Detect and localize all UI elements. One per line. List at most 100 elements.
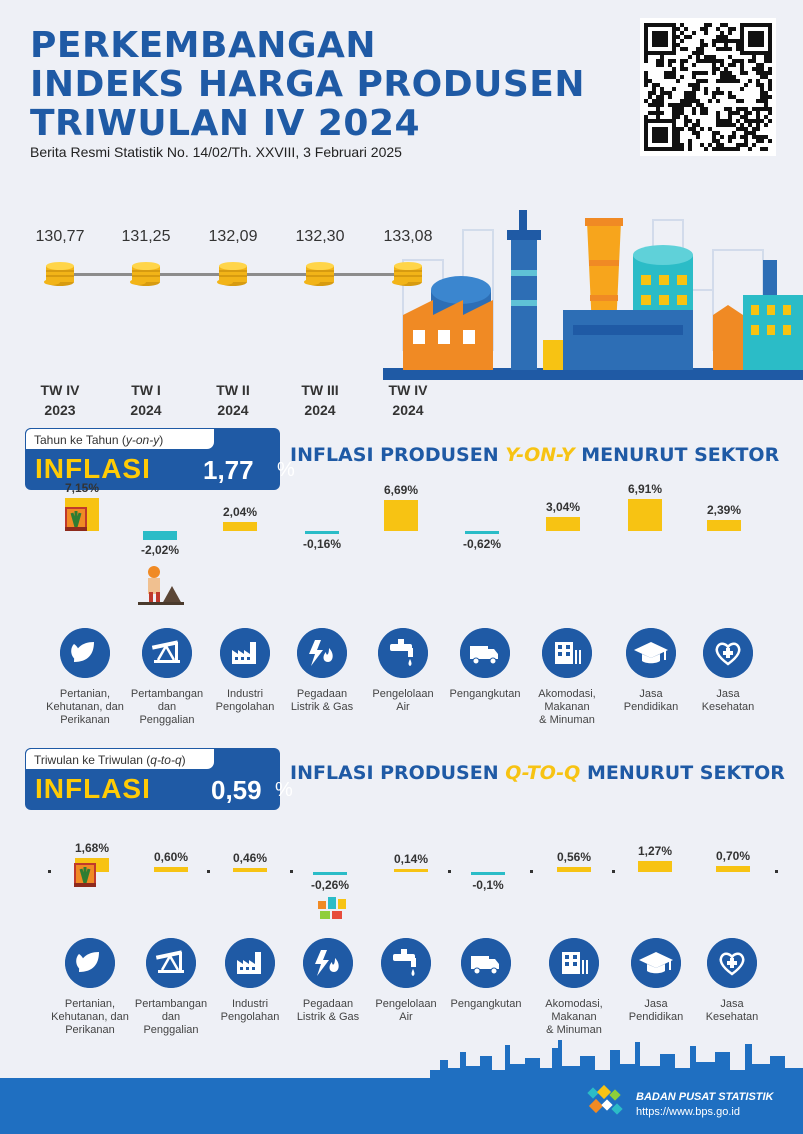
- yoy-sector-value: 6,91%: [627, 482, 663, 497]
- bps-url-link[interactable]: https://www.bps.go.id: [636, 1106, 740, 1118]
- ihp-value: 132,30: [295, 228, 345, 245]
- period-year: 2024: [130, 402, 162, 418]
- yoy-sector-name: Akomodasi, Makanan & Minuman: [522, 688, 612, 727]
- qtq-sector-value: 0,14%: [393, 852, 429, 866]
- sector-name-line: Industri: [226, 688, 264, 700]
- yoy-sector-value: -0,62%: [462, 537, 502, 551]
- yoy-sector-name: Pertanian, Kehutanan, dan Perikanan: [40, 688, 130, 727]
- sector-name-line: Listrik & Gas: [296, 1011, 360, 1023]
- separator-dot: [290, 870, 293, 873]
- coin-stack-icon: [130, 262, 160, 286]
- leaf-icon: [60, 628, 110, 678]
- hotel-icon: [549, 938, 599, 988]
- period-label: TW I 2024: [106, 380, 186, 420]
- qtq-sector-bar: [716, 866, 750, 872]
- qtq-sector-name: Industri Pengolahan: [205, 998, 295, 1024]
- qtq-sector-name: Pengangkutan: [441, 998, 531, 1011]
- sector-name-line: dan: [161, 1011, 181, 1023]
- qtq-sector-value: -0,26%: [310, 878, 350, 892]
- yoy-sector-value: 6,69%: [383, 483, 419, 498]
- bps-logo-icon[interactable]: [585, 1085, 629, 1121]
- yoy-sector-bar: [143, 531, 177, 541]
- ihp-value: 133,08: [383, 228, 433, 245]
- period-quarter: TW IV: [388, 382, 428, 398]
- ihp-value: 132,09: [208, 228, 258, 245]
- qtq-sector-value: 1,68%: [74, 840, 110, 855]
- qtq-sector-name: Pertanian, Kehutanan, dan Perikanan: [45, 998, 135, 1037]
- qtq-sector-bar: [154, 866, 188, 872]
- coin-stack-icon: [217, 262, 247, 286]
- qtq-sector-heading: INFLASI PRODUSEN Q-TO-Q MENURUT SEKTOR: [290, 762, 785, 784]
- yoy-sector-name: Pengelolaan Air: [358, 688, 448, 714]
- yoy-inflation-box: Tahun ke Tahun (y-on-y) INFLASI 1,77 %: [25, 428, 295, 490]
- sector-name-line: Makanan: [551, 1011, 597, 1023]
- sector-name-line: Pertambangan: [134, 998, 208, 1010]
- sector-name-line: Pegadaan: [296, 688, 348, 700]
- farm-crate-icon: [74, 863, 96, 887]
- sector-name-line: Pendidikan: [623, 701, 679, 713]
- page-subtitle: Berita Resmi Statistik No. 14/02/Th. XXV…: [30, 144, 402, 160]
- yoy-percent-sign: %: [277, 459, 295, 481]
- yoy-sector-name: Pengangkutan: [440, 688, 530, 701]
- qtq-sector-value: -0,1%: [472, 878, 504, 892]
- sector-name-line: Kehutanan, dan: [51, 1011, 129, 1023]
- qtq-sector-value: 0,46%: [232, 851, 268, 866]
- yoy-sector-value: 2,04%: [222, 504, 258, 519]
- qtq-sector-bar: [394, 869, 428, 872]
- sector-name-line: & Minuman: [546, 1024, 602, 1036]
- qtq-sector-name: Jasa Kesehatan: [687, 998, 777, 1024]
- sector-name-line: Perikanan: [60, 714, 110, 726]
- yoy-sector-bar: [384, 500, 418, 531]
- sector-name-line: Kesehatan: [705, 1011, 759, 1023]
- coin-stack-icon: [392, 262, 422, 286]
- leaf-icon: [65, 938, 115, 988]
- factory-icon: [225, 938, 275, 988]
- ihp-value: 131,25: [121, 228, 171, 245]
- sector-name-line: Jasa: [644, 998, 668, 1010]
- sector-name-line: Pengolahan: [215, 701, 275, 713]
- yoy-sector-bar: [628, 499, 662, 531]
- yoy-sector-name: Jasa Pendidikan: [606, 688, 696, 714]
- sector-name-line: Akomodasi,: [545, 998, 603, 1010]
- water-tap-icon: [381, 938, 431, 988]
- title-line: PERKEMBANGAN: [30, 25, 376, 66]
- qtq-sector-name: Pegadaan Listrik & Gas: [283, 998, 373, 1024]
- qtq-sector-value: 0,60%: [153, 849, 189, 864]
- yoy-sector-bar: [546, 517, 580, 531]
- yoy-sector-value: 3,04%: [545, 500, 581, 515]
- qr-code-icon[interactable]: [640, 18, 776, 156]
- sector-name-line: Listrik & Gas: [290, 701, 354, 713]
- yoy-sector-heading: INFLASI PRODUSEN Y-ON-Y MENURUT SEKTOR: [290, 444, 780, 466]
- farm-crate-icon: [65, 507, 87, 531]
- qtq-sector-bar: [557, 867, 591, 872]
- truck-icon: [461, 938, 511, 988]
- period-year: 2023: [44, 402, 76, 418]
- sector-name-line: Kesehatan: [701, 701, 755, 713]
- yoy-caption: Tahun ke Tahun (y-on-y): [25, 428, 215, 450]
- sector-name-line: Pengelolaan: [375, 998, 437, 1010]
- qtq-inflation-box: Triwulan ke Triwulan (q-to-q) INFLASI 0,…: [25, 748, 293, 810]
- sector-name-line: Jasa: [716, 688, 740, 700]
- yoy-sector-value: -2,02%: [140, 543, 180, 558]
- yoy-sector-bar: [305, 531, 339, 534]
- sector-name-line: Jasa: [720, 998, 744, 1010]
- ihp-value: 130,77: [35, 228, 85, 245]
- qtq-sector-value: 0,70%: [715, 849, 751, 864]
- yoy-sector-bar: [707, 520, 741, 531]
- oil-pump-icon: [142, 628, 192, 678]
- sector-name-line: Pengangkutan: [450, 998, 522, 1010]
- sector-name-line: Pertambangan: [130, 688, 204, 700]
- period-label: TW IV 2023: [20, 380, 100, 420]
- separator-dot: [48, 870, 51, 873]
- hotel-icon: [542, 628, 592, 678]
- yoy-sector-bar: [223, 521, 257, 531]
- bps-name: BADAN PUSAT STATISTIK: [636, 1091, 774, 1103]
- yoy-sector-value: 7,15%: [64, 481, 100, 496]
- graduation-cap-icon: [631, 938, 681, 988]
- yoy-sector-name: Industri Pengolahan: [200, 688, 290, 714]
- qtq-sector-value: 0,56%: [556, 850, 592, 865]
- period-quarter: TW III: [301, 382, 339, 398]
- separator-dot: [775, 870, 778, 873]
- period-year: 2024: [304, 402, 336, 418]
